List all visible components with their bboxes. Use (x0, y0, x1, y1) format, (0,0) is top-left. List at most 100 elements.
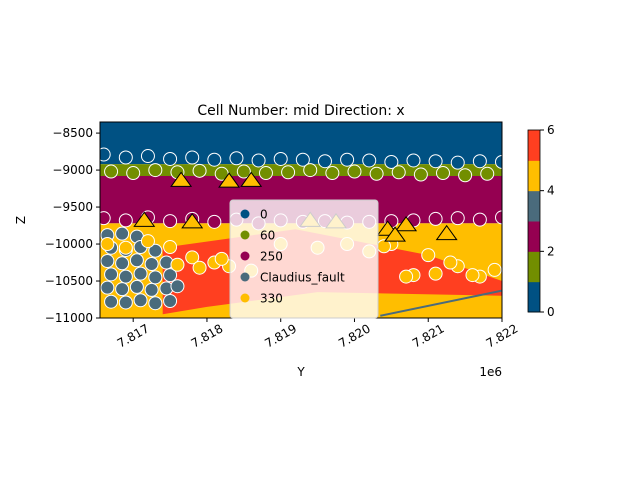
point-0 (185, 150, 200, 165)
point-claudius_fault (133, 293, 148, 308)
point-250 (450, 211, 465, 226)
y-axis-label: Z (14, 216, 28, 224)
point-60 (104, 164, 119, 179)
point-60 (369, 166, 384, 181)
point-0 (163, 151, 178, 166)
point-60 (325, 166, 340, 181)
colorbar-tick-label: 4 (547, 184, 555, 198)
point-330 (185, 250, 200, 265)
colorbar-segment (528, 221, 540, 252)
point-330 (192, 260, 207, 275)
orientation-marker (218, 172, 241, 188)
point-250 (207, 214, 222, 229)
point-60 (303, 163, 318, 178)
y-tick-label: −9500 (52, 200, 93, 214)
point-60 (126, 166, 141, 181)
x-tick-label: 7.821 (410, 321, 447, 350)
legend-label: 330 (260, 292, 283, 306)
point-330 (465, 268, 480, 283)
legend-marker (240, 209, 250, 219)
point-60 (413, 167, 428, 182)
point-claudius_fault (163, 268, 178, 283)
point-0 (450, 155, 465, 170)
colorbar-tick-label: 2 (547, 244, 555, 258)
legend: 0 60 250 Claudius_fault 330 (229, 199, 379, 319)
y-tick-label: −9000 (52, 163, 93, 177)
x-tick-label: 7.818 (189, 321, 226, 350)
orientation-marker (170, 171, 193, 187)
point-250 (428, 211, 443, 226)
point-0 (317, 154, 332, 169)
point-0 (229, 151, 244, 166)
orientation-marker (240, 171, 263, 187)
point-60 (236, 164, 251, 179)
point-claudius_fault (104, 267, 119, 282)
legend-label: 250 (260, 250, 283, 264)
point-60 (480, 166, 495, 181)
x-tick-label: 7.822 (484, 321, 521, 350)
point-250 (118, 213, 133, 228)
point-claudius_fault (115, 282, 130, 297)
point-60 (148, 163, 163, 178)
point-330 (214, 251, 229, 266)
point-claudius_fault (118, 295, 133, 310)
point-330 (163, 239, 178, 254)
point-0 (207, 152, 222, 167)
orientation-marker (133, 211, 156, 227)
colorbar-segment (528, 130, 540, 161)
colorbar-segment (528, 190, 540, 222)
colorbar: 0 2 4 6 (527, 123, 555, 319)
y-axis: −8500 −9000 −9500 −10000 −10500 −11000 (45, 126, 100, 325)
colorbar-tick-label: 0 (547, 305, 555, 319)
point-60 (258, 166, 273, 181)
point-claudius_fault (100, 254, 115, 269)
y-tick-label: −10500 (45, 274, 93, 288)
point-claudius_fault (118, 269, 133, 284)
colorbar-segment (528, 281, 540, 313)
point-0 (472, 154, 487, 169)
legend-marker (240, 272, 250, 282)
point-250 (100, 211, 111, 226)
point-claudius_fault (148, 270, 163, 285)
point-250 (163, 214, 178, 229)
point-claudius_fault (144, 282, 159, 297)
point-330 (443, 255, 458, 270)
point-0 (495, 154, 502, 169)
point-0 (428, 154, 443, 169)
colorbar-frame (527, 129, 541, 313)
point-330 (376, 239, 391, 254)
x-tick-label: 7.817 (115, 321, 152, 350)
point-claudius_fault (148, 243, 163, 258)
point-claudius_fault (100, 280, 115, 295)
point-330 (118, 240, 133, 255)
legend-marker (240, 293, 250, 303)
point-claudius_fault (170, 279, 185, 294)
colorbar-segment (528, 160, 540, 192)
x-tick-label: 7.819 (262, 321, 299, 350)
point-0 (118, 150, 133, 165)
x-tick-label: 7.820 (336, 321, 373, 350)
point-60 (458, 168, 473, 183)
legend-box (229, 199, 379, 319)
legend-label: Claudius_fault (260, 271, 345, 285)
point-330 (428, 266, 443, 281)
point-claudius_fault (115, 226, 130, 241)
point-330 (170, 257, 185, 272)
legend-label: 60 (260, 229, 275, 243)
point-claudius_fault (163, 293, 178, 308)
point-250 (495, 210, 502, 225)
point-claudius_fault (115, 256, 130, 271)
legend-marker (240, 251, 250, 261)
point-330 (487, 262, 502, 277)
orientation-marker (384, 226, 407, 242)
colorbar-segment (528, 251, 540, 283)
y-tick-label: −11000 (45, 311, 93, 325)
legend-label: 0 (260, 208, 268, 222)
colorbar-tick-label: 6 (547, 123, 555, 137)
point-0 (251, 153, 266, 168)
point-claudius_fault (148, 296, 163, 311)
point-0 (384, 154, 399, 169)
point-0 (362, 153, 377, 168)
point-0 (406, 153, 421, 168)
point-claudius_fault (133, 266, 148, 281)
